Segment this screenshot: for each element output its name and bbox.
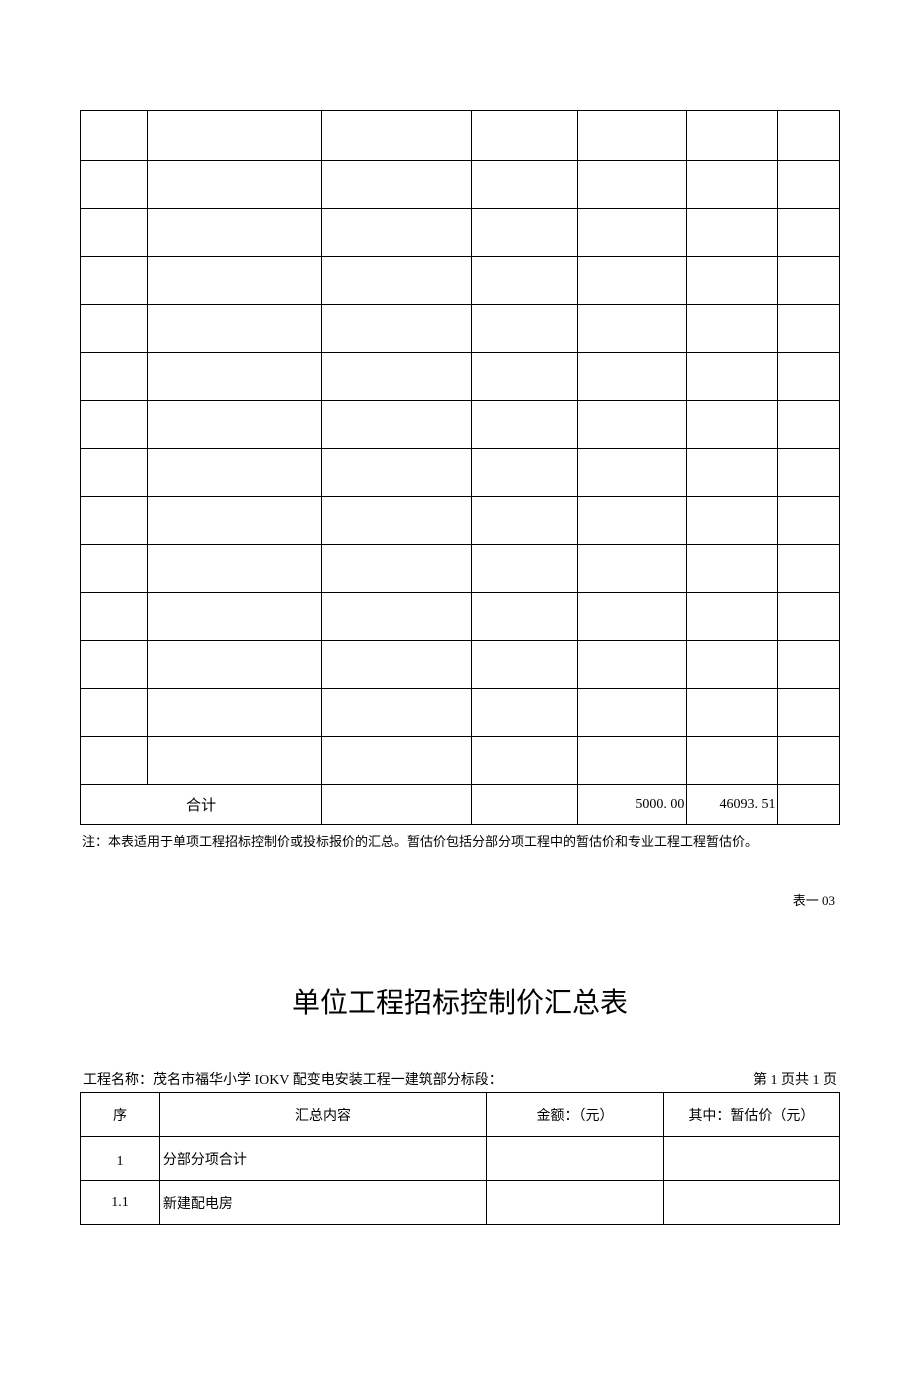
table-number-label: 表一 03 bbox=[80, 890, 840, 909]
table-row bbox=[81, 111, 840, 161]
cell-content: 新建配电房 bbox=[159, 1181, 486, 1225]
table-header-row: 序 汇总内容 金额：（元） 其中：暂估价（元） bbox=[81, 1093, 840, 1137]
table-row bbox=[81, 545, 840, 593]
total-row: 合计 5000. 00 46093. 51 bbox=[81, 785, 840, 825]
unit-project-summary-table: 序 汇总内容 金额：（元） 其中：暂估价（元） 1 分部分项合计 1.1 新建配… bbox=[80, 1092, 840, 1225]
table-row bbox=[81, 737, 840, 785]
col-header-seq: 序 bbox=[81, 1093, 160, 1137]
total-empty-cell bbox=[778, 785, 840, 825]
summary-table-upper: 合计 5000. 00 46093. 51 bbox=[80, 110, 840, 825]
total-empty-cell bbox=[322, 785, 472, 825]
table-note: 注：本表适用于单项工程招标控制价或投标报价的汇总。暂估价包括分部分项工程中的暂估… bbox=[80, 831, 840, 850]
section-title: 单位工程招标控制价汇总表 bbox=[80, 981, 840, 1021]
total-empty-cell bbox=[471, 785, 577, 825]
summary-table-body: 合计 5000. 00 46093. 51 bbox=[81, 111, 840, 825]
col-header-estimate: 其中：暂估价（元） bbox=[663, 1093, 839, 1137]
cell-amount bbox=[487, 1137, 664, 1181]
cell-estimate bbox=[663, 1181, 839, 1225]
cell-seq: 1 bbox=[81, 1137, 160, 1181]
cell-seq: 1.1 bbox=[81, 1181, 160, 1225]
total-value-1: 5000. 00 bbox=[578, 785, 687, 825]
table-row bbox=[81, 209, 840, 257]
table-row bbox=[81, 353, 840, 401]
table-row bbox=[81, 689, 840, 737]
table-row bbox=[81, 161, 840, 209]
col-header-content: 汇总内容 bbox=[159, 1093, 486, 1137]
project-name-label: 工程名称：茂名市福华小学 IOKV 配变电安装工程一建筑部分标段： bbox=[83, 1069, 503, 1089]
page-info: 第 1 页共 1 页 bbox=[753, 1069, 837, 1089]
project-header-row: 工程名称：茂名市福华小学 IOKV 配变电安装工程一建筑部分标段： 第 1 页共… bbox=[80, 1069, 840, 1089]
table-row bbox=[81, 641, 840, 689]
table-row bbox=[81, 449, 840, 497]
table-row bbox=[81, 593, 840, 641]
table-row: 1.1 新建配电房 bbox=[81, 1181, 840, 1225]
cell-estimate bbox=[663, 1137, 839, 1181]
cell-amount bbox=[487, 1181, 664, 1225]
table-row bbox=[81, 305, 840, 353]
cell-content: 分部分项合计 bbox=[159, 1137, 486, 1181]
table-row bbox=[81, 401, 840, 449]
total-label: 合计 bbox=[81, 785, 322, 825]
table-row bbox=[81, 497, 840, 545]
col-header-amount: 金额：（元） bbox=[487, 1093, 664, 1137]
table-row: 1 分部分项合计 bbox=[81, 1137, 840, 1181]
table-row bbox=[81, 257, 840, 305]
total-value-2: 46093. 51 bbox=[687, 785, 778, 825]
